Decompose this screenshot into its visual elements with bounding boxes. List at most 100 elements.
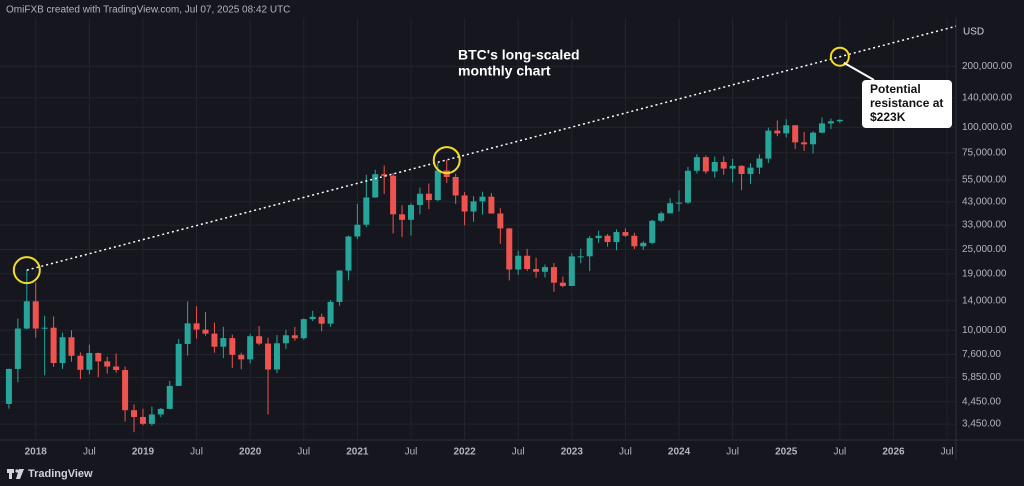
candle-body — [533, 268, 540, 272]
candle-body — [684, 170, 691, 203]
candle-body — [676, 202, 683, 204]
candle-body — [202, 329, 209, 334]
candle-body — [229, 338, 236, 355]
candle-body — [711, 162, 718, 172]
y-tick-label: 75,000.00 — [962, 147, 1007, 158]
candle-body — [265, 343, 272, 370]
candle-body — [595, 235, 602, 239]
candle-body — [515, 255, 522, 270]
highlight-circle — [432, 146, 461, 175]
x-tick-label: 2026 — [882, 447, 905, 458]
candle-body — [577, 256, 584, 258]
candle-body — [273, 343, 280, 370]
candle-body — [667, 203, 674, 214]
candle-body — [5, 368, 12, 404]
x-tick-label: 2020 — [239, 447, 262, 458]
candle-body — [702, 157, 709, 172]
candle-body — [649, 220, 656, 243]
candle-body — [336, 270, 343, 302]
candle-body — [95, 352, 102, 362]
candle-body — [407, 204, 414, 220]
candle-body — [148, 414, 155, 424]
y-tick-label: 140,000.00 — [962, 92, 1012, 103]
candle-body — [506, 228, 513, 270]
x-tick-label: Jul — [941, 447, 954, 458]
y-tick-label: 200,000.00 — [962, 61, 1012, 72]
candle-body — [497, 213, 504, 229]
x-tick-label: 2025 — [775, 447, 798, 458]
candle-body — [327, 301, 334, 324]
chart-annotation: BTC's long-scaled — [458, 47, 580, 63]
candle-body — [524, 255, 531, 269]
candle-body — [542, 267, 549, 272]
candle-body — [86, 352, 93, 370]
candle-body — [640, 242, 647, 247]
candle-body — [345, 236, 352, 271]
y-tick-label: 10,000.00 — [962, 325, 1007, 336]
candle-body — [604, 235, 611, 243]
source-caption: OmiFXB created with TradingView.com, Jul… — [6, 5, 290, 16]
candle-body — [747, 167, 754, 174]
candle-body — [425, 193, 432, 201]
candle-body — [488, 196, 495, 214]
x-tick-label: Jul — [512, 447, 525, 458]
y-tick-label: 25,000.00 — [962, 244, 1007, 255]
candle-body — [622, 232, 629, 236]
currency-box — [958, 25, 1016, 39]
x-tick-label: Jul — [405, 447, 418, 458]
candle-body — [68, 337, 75, 356]
candle-body — [122, 370, 129, 411]
candle-body — [247, 336, 254, 360]
candle-body — [282, 335, 289, 344]
candle-body — [354, 224, 361, 237]
candle-body — [818, 123, 825, 133]
x-tick-label: Jul — [83, 447, 96, 458]
highlight-circle — [12, 256, 41, 285]
x-tick-label: 2018 — [25, 447, 48, 458]
candle-body — [220, 338, 227, 347]
candle-body — [23, 301, 30, 329]
candle-body — [461, 195, 468, 212]
candle-body — [193, 323, 200, 330]
candle-body — [470, 201, 477, 212]
y-tick-label: 14,000.00 — [962, 295, 1007, 306]
callout-text: resistance at — [870, 96, 943, 110]
y-tick-label: 7,600.00 — [962, 349, 1001, 360]
candle-body — [256, 336, 263, 344]
x-tick-label: 2022 — [453, 447, 476, 458]
x-tick-label: 2021 — [346, 447, 369, 458]
candle-body — [729, 165, 736, 169]
candle-body — [372, 174, 379, 198]
y-tick-label: 4,450.00 — [962, 396, 1001, 407]
x-tick-label: Jul — [190, 447, 203, 458]
candle-body — [827, 121, 834, 124]
highlight-circle — [829, 46, 850, 67]
callout-box — [862, 80, 952, 128]
candle-body — [774, 130, 781, 134]
candle-body — [801, 142, 808, 145]
callout-connector — [843, 61, 875, 81]
candle-body — [184, 323, 191, 344]
y-tick-label: 3,450.00 — [962, 419, 1001, 430]
candle-body — [658, 213, 665, 221]
x-tick-label: Jul — [619, 447, 632, 458]
candle-body — [77, 355, 84, 370]
candle-body — [32, 301, 39, 329]
candle-body — [175, 343, 182, 386]
candle-body — [765, 130, 772, 159]
brand-name: TradingView — [28, 468, 93, 480]
candle-body — [139, 416, 146, 424]
candle-body — [434, 170, 441, 201]
candle-body — [416, 193, 423, 205]
brand-logo — [7, 469, 24, 479]
candle-body — [238, 354, 245, 360]
chart-annotation: monthly chart — [458, 63, 551, 79]
candle-body — [50, 327, 57, 364]
candle-body — [59, 337, 66, 364]
candle-body — [291, 335, 298, 339]
candle-body — [41, 327, 48, 329]
candle-body — [568, 256, 575, 286]
candle-body — [390, 175, 397, 215]
y-tick-label: 43,000.00 — [962, 196, 1007, 207]
candle-body — [309, 316, 316, 320]
